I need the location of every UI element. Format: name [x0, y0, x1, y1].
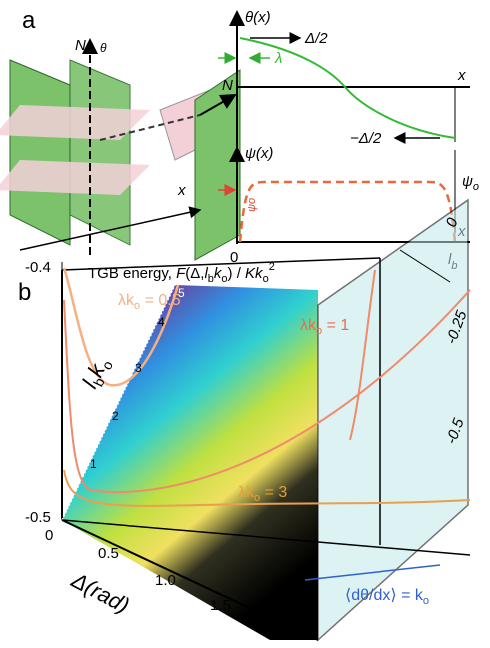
- tick-label: 1.0: [155, 572, 176, 589]
- sketch-label: N: [75, 37, 86, 54]
- tick-label: -0.4: [25, 259, 51, 276]
- curve-label: λk: [118, 292, 135, 309]
- axis-label: ψ(x): [245, 145, 273, 162]
- sketch-label: N: [222, 77, 233, 94]
- tick-label: 2: [112, 409, 119, 423]
- curve-label: λk: [300, 317, 317, 334]
- axis-label: ψ: [462, 173, 473, 190]
- tick-label: 0.5: [98, 545, 119, 562]
- title: (Δ,: [185, 265, 204, 282]
- axis-label: ψo: [246, 198, 258, 212]
- tick-label: 1.5: [210, 597, 231, 614]
- annotation: ⟨dθ/dx⟩ = k: [345, 587, 424, 604]
- sketch: [0, 40, 240, 260]
- axis-label: Δ(rad): [67, 567, 134, 618]
- axis-label: λ: [274, 50, 282, 67]
- plot-title: TGB energy, F(Δ,lbko) / Kko2: [88, 261, 275, 285]
- theta-plot: [218, 12, 470, 152]
- axis-label: lbko: [77, 353, 116, 394]
- axis-label: −Δ/2: [350, 130, 382, 147]
- tick-label: 3: [135, 361, 142, 375]
- title: ) /: [228, 265, 246, 282]
- figure: a N θ N x θ(x) Δ/2 λ x −Δ/2 ψ(x) ψo ψo x…: [0, 0, 490, 648]
- sketch-label: θ: [100, 41, 107, 55]
- title: Kk: [245, 265, 264, 282]
- sketch-label: x: [177, 182, 186, 199]
- axis-label: ψo: [462, 173, 479, 193]
- axis-label: θ(x): [245, 9, 271, 26]
- curve-label: = 0.5: [140, 292, 181, 309]
- curve-label: = 1: [322, 317, 349, 334]
- curve-label: = 3: [260, 484, 287, 501]
- panel-letter: b: [18, 279, 31, 306]
- curve-label: λk: [238, 484, 255, 501]
- tick-label: 0: [45, 527, 53, 544]
- tick-label: 4: [158, 315, 165, 329]
- tick-label: 1: [90, 457, 97, 471]
- axis-label: x: [457, 67, 466, 84]
- axis-label: o: [473, 181, 479, 193]
- title: o: [263, 273, 269, 285]
- title: TGB energy,: [88, 265, 176, 282]
- tick-label: -0.5: [25, 509, 51, 526]
- tick-label: 2.0: [268, 623, 289, 640]
- title: 2: [269, 261, 275, 273]
- annotation: o: [423, 595, 429, 607]
- axis-label: Δ/2: [304, 30, 328, 47]
- panel-letter: a: [22, 7, 36, 34]
